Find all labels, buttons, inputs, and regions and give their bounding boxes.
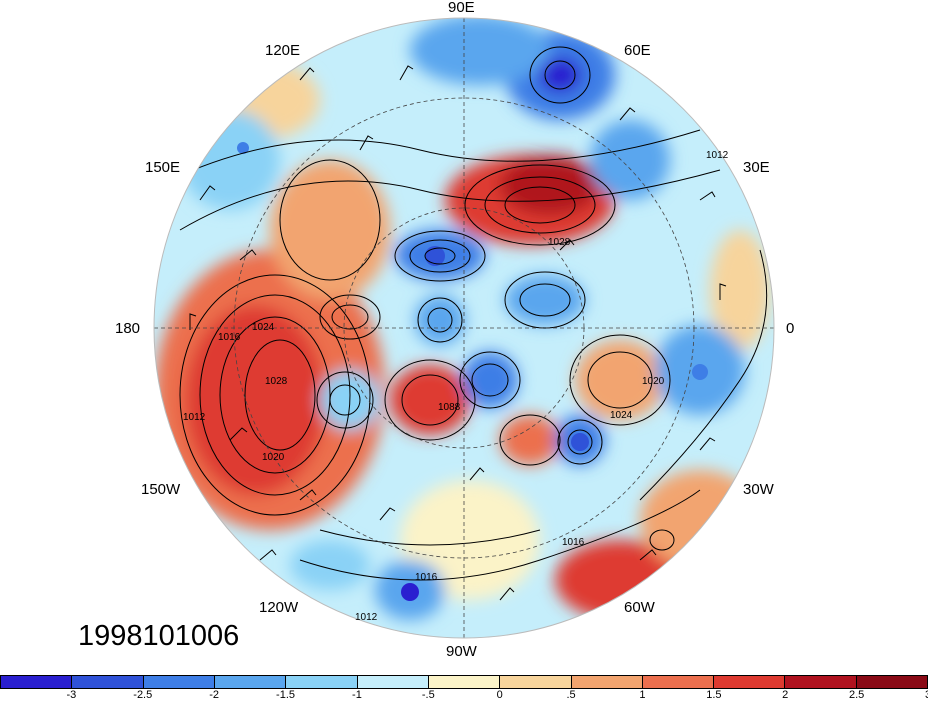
colorbar-tick-label: -.5 — [421, 689, 435, 701]
isobar-contours — [169, 46, 768, 581]
colorbar-tick-label: -3 — [66, 689, 77, 701]
colorbar-tick-label: -2 — [209, 689, 220, 701]
map-timestamp: 1998101006 — [78, 620, 240, 652]
contour-label: 1016 — [218, 332, 241, 343]
contour-labels: 1088 1028 1028 1016 1024 1020 1012 1012 … — [183, 150, 729, 623]
contour-label: 1024 — [252, 322, 275, 333]
contour-label: 1012 — [706, 150, 729, 161]
lon-label-60w: 60W — [624, 599, 655, 616]
contour-label: 1012 — [355, 612, 378, 623]
colorbar-swatch — [642, 676, 715, 688]
lon-label-60e: 60E — [624, 42, 651, 59]
colorbar-tick-label: 2 — [782, 689, 789, 701]
contour-label: 1028 — [265, 376, 288, 387]
colorbar-tick-label: 2.5 — [848, 689, 865, 701]
contour-label: 1020 — [262, 452, 285, 463]
colorbar-tick-label: -2.5 — [133, 689, 153, 701]
colorbar-swatch — [856, 676, 928, 688]
contour-label: 1016 — [562, 537, 585, 548]
contour-label: 1088 — [438, 402, 461, 413]
colorbar-swatch — [428, 676, 501, 688]
lon-label-0: 0 — [786, 320, 795, 337]
colorbar-swatch — [785, 676, 857, 688]
colorbar-tick-label: 1.5 — [706, 689, 722, 701]
colorbar-swatch — [143, 676, 215, 688]
contour-label: 1016 — [415, 572, 438, 583]
lon-label-120w: 120W — [259, 599, 299, 616]
lon-label-30w: 30W — [743, 481, 774, 498]
colorbar-tick-label: -1.5 — [276, 689, 296, 701]
colorbar-tick-label: 3 — [925, 689, 928, 701]
colorbar-tick-label: .5 — [566, 689, 576, 701]
colorbar-swatch — [571, 676, 643, 688]
colorbar-swatch — [286, 676, 358, 688]
colorbar-swatch — [1, 676, 73, 688]
colorbar-tick-label: -1 — [352, 689, 362, 701]
lon-label-90w: 90W — [446, 643, 477, 660]
wind-barbs — [189, 65, 727, 601]
colorbar-tick-label: 1 — [639, 689, 646, 701]
lon-label-150w: 150W — [141, 481, 181, 498]
colorbar — [0, 675, 928, 689]
lon-label-30e: 30E — [743, 159, 770, 176]
colorbar-swatch — [500, 676, 572, 688]
anomaly-field — [154, 18, 774, 638]
lon-label-120e: 120E — [265, 42, 301, 59]
colorbar-swatch — [357, 676, 429, 688]
contour-label: 1028 — [548, 237, 571, 248]
colorbar-swatch — [214, 676, 287, 688]
lon-label-150e: 150E — [145, 159, 181, 176]
colorbar-swatch — [72, 676, 144, 688]
contour-label: 1012 — [183, 412, 206, 423]
contour-label: 1020 — [642, 376, 665, 387]
colorbar-tick-label: 0 — [496, 689, 503, 701]
map-boundary — [153, 17, 775, 639]
lon-label-180: 180 — [115, 320, 141, 337]
colorbar-swatch — [714, 676, 786, 688]
graticule — [154, 18, 774, 638]
contour-label: 1024 — [610, 410, 633, 421]
lon-label-90e: 90E — [448, 0, 475, 16]
